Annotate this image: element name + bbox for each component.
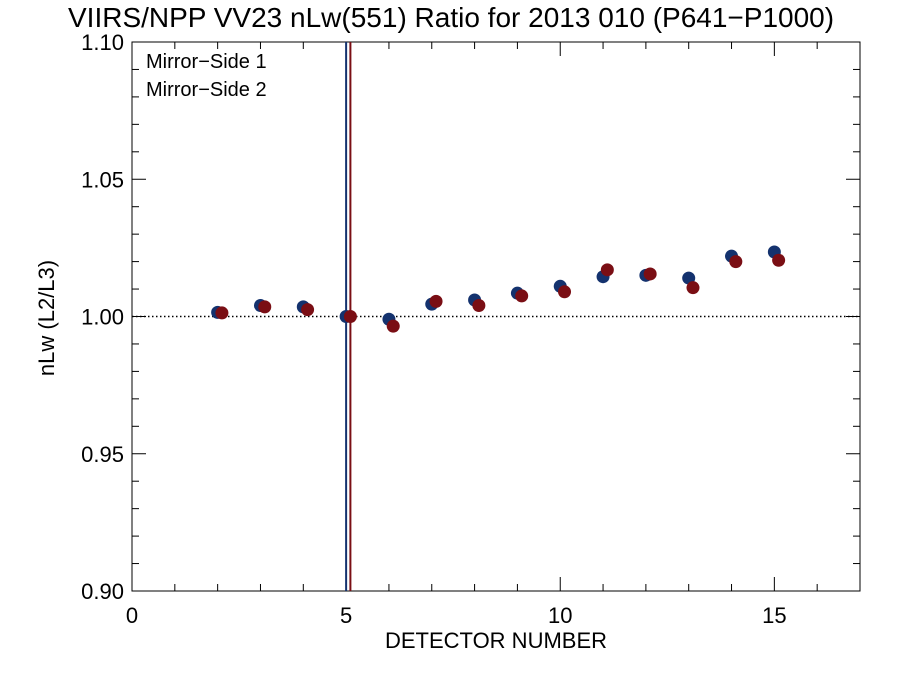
data-point-mirror-side-2 [686,281,700,295]
chart-title: VIIRS/NPP VV23 nLw(551) Ratio for 2013 0… [68,2,834,33]
data-point-mirror-side-2 [643,267,657,281]
data-point-mirror-side-2 [600,263,614,277]
points-layer [211,245,786,333]
y-tick-label: 0.90 [81,579,124,604]
data-point-mirror-side-2 [558,285,572,299]
x-tick-labels: 0 5 10 15 [126,603,787,628]
data-point-mirror-side-2 [429,294,443,308]
data-point-mirror-side-2 [215,306,229,320]
legend-entry-mirror-side-2: Mirror−Side 2 [146,79,267,101]
y-tick-labels: 0.90 0.95 1.00 1.05 1.10 [81,30,124,604]
data-point-mirror-side-2 [729,255,743,269]
data-point-mirror-side-2 [515,289,529,303]
data-point-mirror-side-2 [472,299,486,313]
y-tick-label: 1.00 [81,305,124,330]
x-tick-label: 5 [340,603,352,628]
y-tick-label: 0.95 [81,442,124,467]
x-tick-label: 10 [548,603,572,628]
data-point-mirror-side-2 [386,319,400,333]
data-point-mirror-side-2 [301,303,315,317]
data-point-mirror-side-2 [343,310,357,323]
y-axis-label: nLw (L2/L3) [34,260,59,376]
legend-entry-mirror-side-1: Mirror−Side 1 [146,51,267,73]
x-axis-label: DETECTOR NUMBER [385,628,607,653]
y-tick-label: 1.05 [81,167,124,192]
minor-ticks [132,42,861,591]
data-point-mirror-side-2 [772,253,786,267]
x-tick-label: 15 [762,603,786,628]
data-point-mirror-side-2 [258,300,272,314]
y-tick-label: 1.10 [81,30,124,55]
x-tick-label: 0 [126,603,138,628]
